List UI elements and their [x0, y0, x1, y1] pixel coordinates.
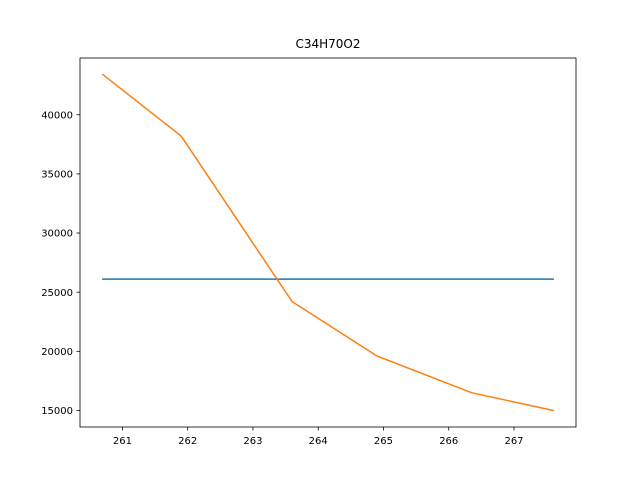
x-tick-label: 266 [439, 436, 458, 447]
y-tick-label: 30000 [41, 229, 73, 240]
x-tick-label: 265 [374, 436, 393, 447]
chart-title: C34H70O2 [295, 37, 360, 51]
x-tick-label: 263 [243, 436, 262, 447]
y-tick-label: 25000 [41, 288, 73, 299]
y-tick-label: 40000 [41, 110, 73, 121]
x-tick-label: 264 [309, 436, 328, 447]
x-tick-label: 267 [504, 436, 523, 447]
plot-frame [79, 57, 577, 428]
y-tick-label: 15000 [41, 406, 73, 417]
x-tick-label: 261 [113, 436, 132, 447]
y-tick-label: 20000 [41, 347, 73, 358]
axes-layer: 261 262 263 264 265 266 267 15000 20000 25000 3000… [41, 110, 523, 447]
plot-area [80, 58, 576, 427]
y-tick-label: 35000 [41, 170, 73, 181]
series-layer [101, 73, 555, 412]
series-line-2 [101, 73, 555, 412]
x-tick-label: 262 [178, 436, 197, 447]
